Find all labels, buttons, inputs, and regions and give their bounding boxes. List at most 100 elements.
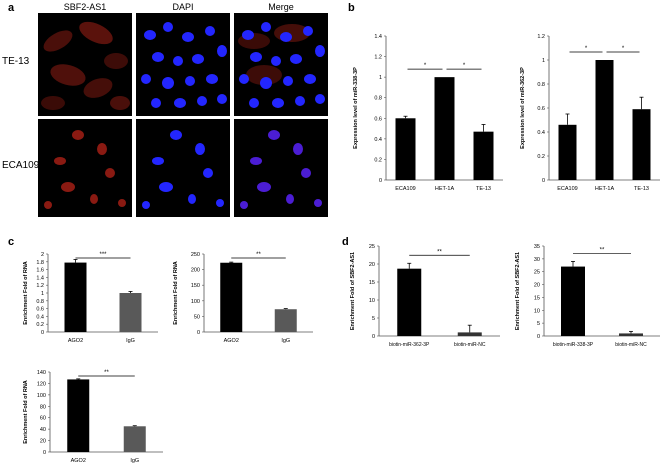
x-tick-label: IgG [126,338,135,344]
y-tick-label: 0 [43,450,46,456]
y-axis-label: Expression level of miR-338-3P [353,67,359,149]
column-title-merge: Merge [268,2,294,12]
x-tick-label: HET-1A [595,186,615,192]
y-tick-label: 10 [534,308,540,314]
y-tick-label: 0.4 [537,130,545,136]
bar [595,60,614,180]
micrograph-merged-cells [240,130,322,209]
y-tick-label: 0 [542,178,545,184]
micrograph-te13-merge [234,13,328,116]
y-tick-label: 20 [40,439,46,445]
micrograph-cells [44,130,126,209]
y-axis-label: Enrichment Fold of RNA [173,261,179,325]
x-tick-label: ECA109 [395,186,416,192]
y-tick-label: 1.2 [36,283,44,289]
y-tick-label: 20 [369,262,375,268]
bar [119,293,142,332]
chart-c1: 0 0.2 0.40.6 0.8 1 1.2 1.41.6 1.8 2 Enrichment Fo… [23,252,158,344]
y-tick-label: 0 [41,330,44,336]
y-axis-label: Expression level of miR-362-3P [520,67,526,149]
micrograph-te13-sbf2 [38,13,132,116]
x-tick-label: biotin-miR-NC [454,342,486,348]
bar [473,131,494,180]
y-tick-label: 0 [379,178,382,184]
y-tick-label: 0 [537,334,540,340]
row-label-eca109: ECA109 [2,160,40,171]
x-tick-label: AGO2 [71,458,86,464]
y-tick-label: 15 [534,295,540,301]
x-tick-label: AGO2 [68,338,83,344]
significance-label: ** [600,247,605,253]
bar [67,379,90,452]
x-tick-label: IgG [281,338,290,344]
panel-letter-c: c [8,236,15,248]
y-tick-label: 0.6 [36,307,44,313]
significance-label: * [424,63,427,69]
significance-label: ** [437,249,442,255]
y-tick-label: 1.4 [36,275,44,281]
y-tick-label: 1.2 [374,55,382,61]
y-tick-label: 30 [534,257,540,263]
y-axis-label: Enrichment Fold of SBF2-AS1 [350,252,356,330]
y-tick-label: 5 [372,316,375,322]
y-tick-label: 1 [41,291,44,297]
significance-label: ** [104,370,109,376]
micrograph-cells [41,21,130,110]
y-tick-label: 1.6 [36,268,44,274]
significance-label: * [622,46,625,52]
y-tick-label: 25 [534,270,540,276]
micrograph-nuclei [142,130,224,209]
y-tick-label: 0.6 [374,116,382,122]
column-title-sbf2: SBF2-AS1 [63,2,107,12]
micrograph-eca109-sbf2 [38,119,132,217]
y-tick-label: 0.4 [374,137,382,143]
bar [123,426,146,452]
bar [457,332,482,336]
x-tick-label: ECA109 [557,186,578,192]
y-tick-label: 1.4 [374,34,382,40]
panel-letter-d: d [342,236,349,248]
y-tick-label: 0 [372,334,375,340]
micrograph-te13-dapi [136,13,230,116]
bar [619,333,643,336]
y-tick-label: 1 [379,75,382,81]
bar [274,309,297,332]
significance-label: * [585,46,588,52]
y-tick-label: 1.2 [537,34,545,40]
y-tick-label: 0.8 [537,82,545,88]
y-tick-label: 0.2 [374,157,382,163]
y-tick-label: 0.2 [537,154,545,160]
x-tick-label: TE-13 [634,186,649,192]
bar [632,109,651,180]
chart-d2: 0 5 10 15 20 25 30 35 Enrichment Fold of SBF2-AS… [515,244,660,348]
y-axis-label: Enrichment Fold of RNA [23,261,29,325]
y-tick-label: 1 [542,58,545,64]
y-tick-label: 25 [369,244,375,250]
bar [434,77,455,180]
y-tick-label: 10 [369,298,375,304]
y-tick-label: 1.8 [36,260,44,266]
bar [220,262,243,332]
y-axis-label: Enrichment Fold of RNA [23,380,29,444]
y-tick-label: 100 [37,393,46,399]
panel-letter-a: a [8,2,15,14]
panel-letter-b: b [348,2,355,14]
y-tick-label: 35 [534,244,540,250]
y-tick-label: 0.2 [36,322,44,328]
y-tick-label: 50 [194,314,200,320]
y-tick-label: 0.4 [36,314,44,320]
x-tick-label: IgG [130,458,139,464]
y-tick-label: 200 [191,268,200,274]
y-tick-label: 120 [37,381,46,387]
y-tick-label: 60 [40,416,46,422]
y-tick-label: 100 [191,299,200,305]
y-tick-label: 0.8 [374,96,382,102]
x-tick-label: HET-1A [435,186,455,192]
bar [397,268,422,336]
micrograph-nuclei [141,22,227,108]
significance-label: *** [99,252,107,258]
significance-label: * [463,63,466,69]
y-tick-label: 20 [534,283,540,289]
bar [64,262,87,332]
bar [561,266,585,336]
